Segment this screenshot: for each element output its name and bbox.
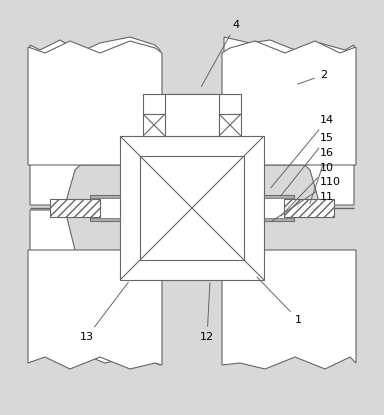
Bar bbox=[90, 195, 120, 221]
Polygon shape bbox=[222, 250, 356, 369]
Bar bbox=[165, 94, 219, 136]
Text: 13: 13 bbox=[80, 282, 128, 342]
Text: 1: 1 bbox=[257, 277, 302, 325]
Bar bbox=[143, 94, 241, 114]
Bar bbox=[219, 114, 241, 136]
Polygon shape bbox=[222, 41, 356, 165]
Polygon shape bbox=[28, 250, 162, 369]
Bar bbox=[264, 195, 294, 198]
Text: 14: 14 bbox=[271, 115, 334, 188]
Bar bbox=[264, 218, 294, 221]
Bar bbox=[90, 218, 120, 221]
Text: 2: 2 bbox=[298, 70, 327, 84]
Text: 10: 10 bbox=[281, 163, 334, 216]
Polygon shape bbox=[30, 210, 160, 365]
Polygon shape bbox=[30, 37, 160, 205]
Text: 110: 110 bbox=[271, 177, 341, 222]
Polygon shape bbox=[28, 41, 162, 165]
Polygon shape bbox=[220, 37, 354, 205]
Bar bbox=[140, 156, 244, 260]
Bar bbox=[264, 195, 294, 221]
Bar bbox=[284, 199, 334, 217]
Text: 4: 4 bbox=[201, 20, 239, 87]
Bar bbox=[120, 136, 264, 280]
Bar bbox=[143, 114, 165, 136]
Text: 15: 15 bbox=[281, 133, 334, 196]
Bar bbox=[50, 199, 100, 217]
Text: 12: 12 bbox=[200, 283, 214, 342]
Text: 16: 16 bbox=[310, 148, 334, 203]
Text: 11: 11 bbox=[312, 192, 334, 213]
Bar bbox=[90, 195, 120, 198]
